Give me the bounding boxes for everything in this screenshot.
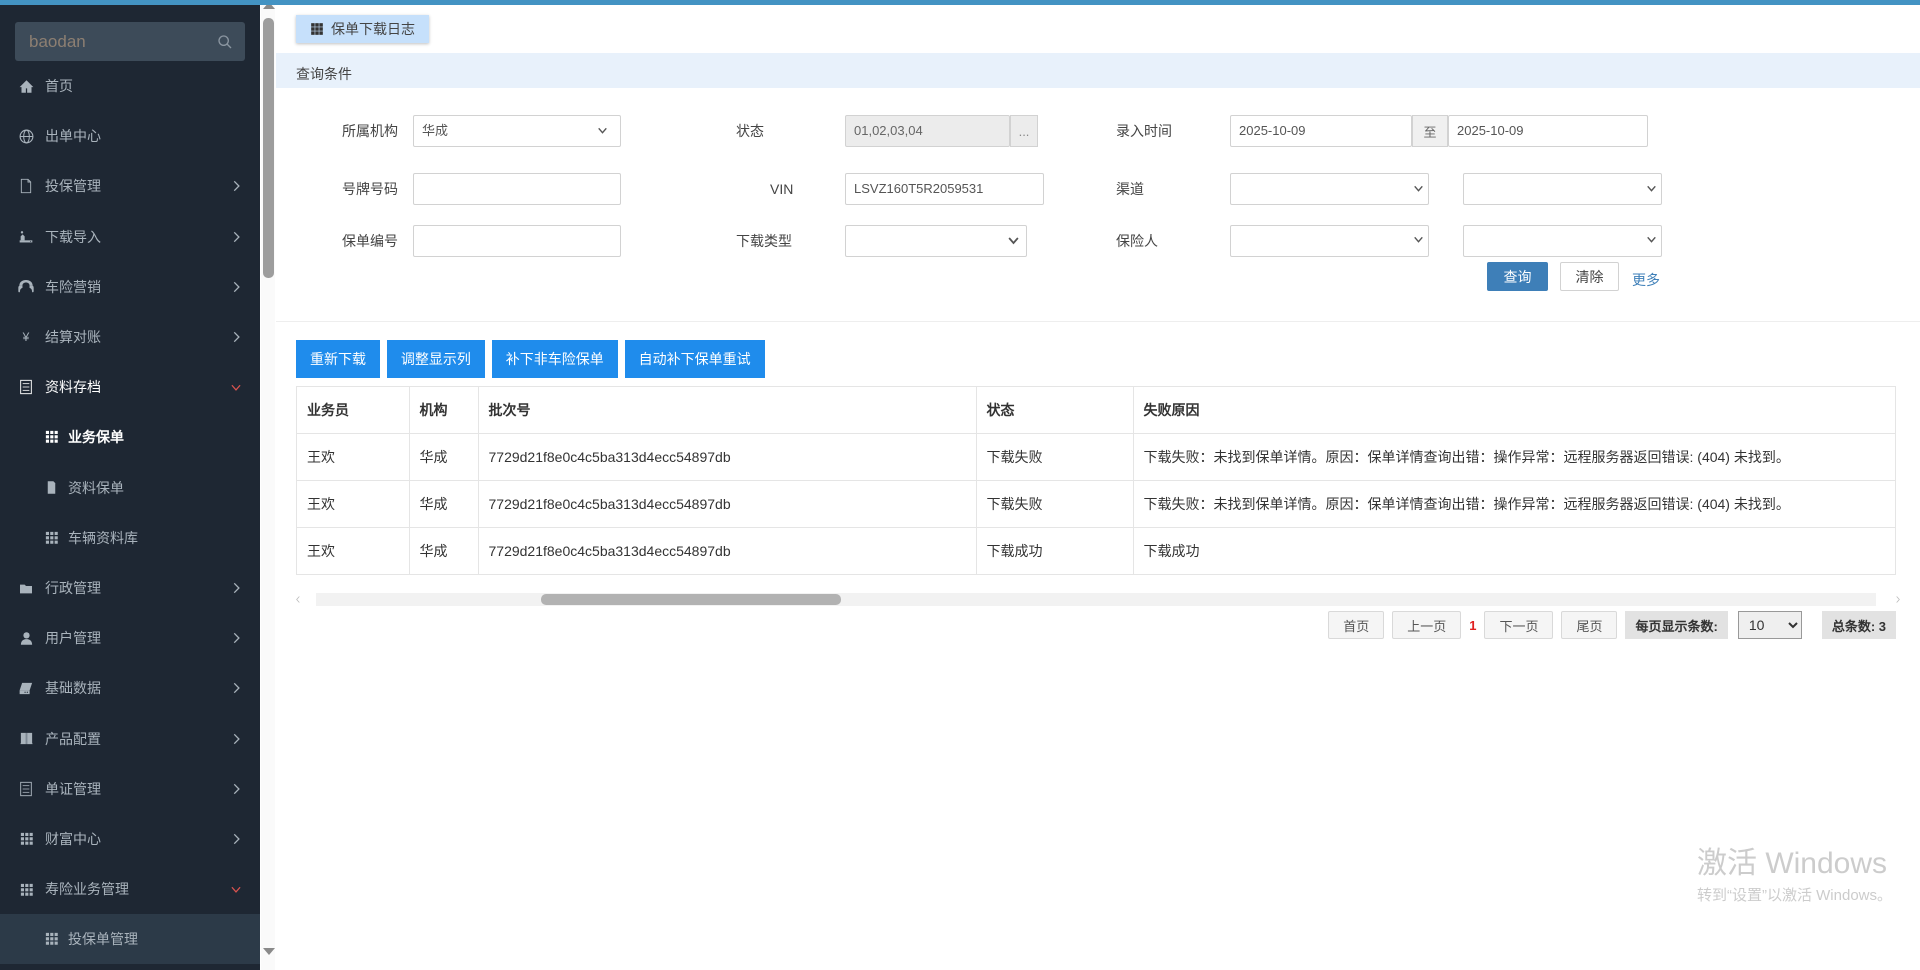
svg-text:¥: ¥	[22, 330, 30, 344]
